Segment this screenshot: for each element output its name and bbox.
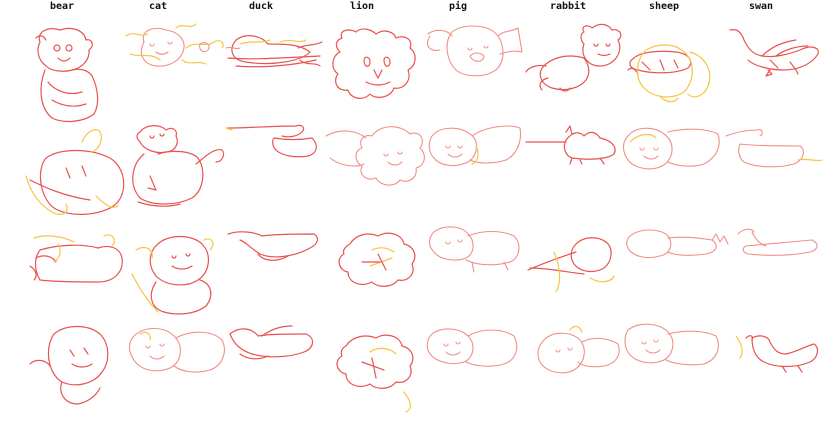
sketch-lion-row2 — [325, 126, 425, 186]
column-label-sheep: sheep — [648, 1, 680, 12]
column-label-lion: lion — [349, 1, 375, 12]
sketch-pig-row1 — [427, 25, 523, 77]
column-header-row: bear cat duck lion pig rabbit sheep swan — [0, 0, 825, 16]
sketch-lion-row1 — [332, 28, 416, 99]
sketch-rabbit-row4 — [537, 325, 620, 374]
sketch-rabbit-row2 — [525, 125, 616, 165]
sketch-lion-row4 — [336, 334, 414, 413]
sketch-swan-row4 — [735, 335, 819, 373]
sketch-duck-row3 — [227, 231, 319, 261]
column-label-bear: bear — [49, 1, 75, 12]
sketch-duck-row4 — [229, 325, 314, 360]
sketch-pig-row3 — [428, 226, 520, 273]
sketch-cat-row4 — [128, 327, 225, 373]
sketch-sheep-row2 — [622, 127, 720, 170]
column-label-cat: cat — [148, 1, 168, 12]
column-label-rabbit: rabbit — [549, 1, 587, 12]
sketch-cat-row3 — [131, 235, 214, 315]
sketch-bear-row4 — [29, 325, 109, 405]
sketch-cat-row1 — [125, 23, 224, 67]
sketch-sheep-row1 — [627, 44, 711, 103]
sketch-swan-row2 — [725, 129, 823, 168]
sketch-sheep-row3 — [626, 229, 729, 259]
sketch-bear-row3 — [29, 234, 123, 283]
column-label-pig: pig — [448, 1, 468, 12]
sketch-sheep-row4 — [624, 323, 719, 366]
sketch-lion-row3 — [338, 232, 416, 287]
sketch-pig-row4 — [426, 328, 518, 367]
sketch-bear-row2 — [25, 129, 125, 216]
sketch-cat-row2 — [132, 125, 225, 207]
sketch-swan-row3 — [737, 228, 818, 256]
sketch-duck-row1 — [225, 35, 323, 68]
sketch-pig-row2 — [428, 125, 522, 167]
sketch-swan-row1 — [729, 29, 819, 77]
sketch-rabbit-row3 — [527, 237, 615, 293]
column-label-duck: duck — [248, 1, 274, 12]
sketch-duck-row2 — [225, 124, 317, 158]
sketch-rabbit-row1 — [525, 23, 622, 92]
sketch-bear-row1 — [35, 27, 99, 123]
column-label-swan: swan — [748, 1, 774, 12]
